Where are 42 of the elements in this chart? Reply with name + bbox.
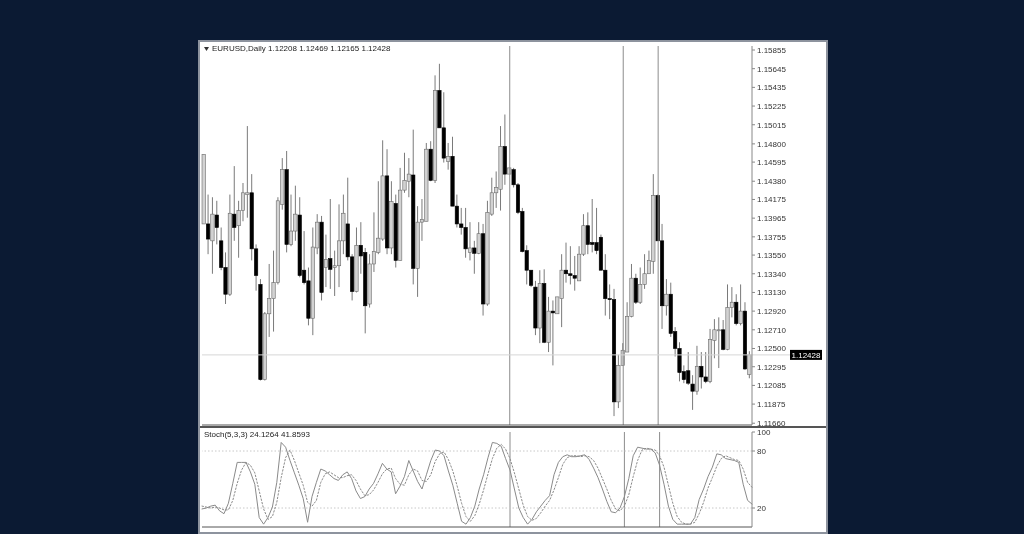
- candlestick: [323, 234, 328, 288]
- y-tick-label: 1.13965: [757, 213, 787, 223]
- candlestick: [699, 351, 704, 390]
- candlestick: [245, 125, 250, 219]
- y-tick-label: 1.13130: [757, 288, 787, 298]
- candlestick: [721, 319, 726, 351]
- y-tick-label: 1.13755: [757, 232, 787, 242]
- y-tick-label: 1.14380: [757, 177, 787, 187]
- candlestick: [206, 194, 211, 255]
- y-tick-label: 1.15435: [757, 83, 787, 93]
- y-tick-label: 1.13340: [757, 269, 787, 279]
- y-tick-label: 1.15645: [757, 64, 787, 74]
- y-tick-label: 1.11875: [757, 399, 786, 409]
- chart-title: EURUSD,Daily 1.12208 1.12469 1.12165 1.12428: [212, 44, 391, 53]
- candlestick: [467, 221, 472, 261]
- candlestick: [214, 200, 219, 245]
- y-tick-label: 1.12710: [757, 325, 787, 335]
- candlestick: [463, 207, 468, 259]
- candlestick: [585, 211, 590, 255]
- y-tick-label: 1.12085: [757, 381, 787, 391]
- y-tick-label: 1.12920: [757, 306, 787, 316]
- candlestick: [446, 142, 451, 171]
- candlestick: [738, 283, 743, 326]
- candlestick: [664, 278, 669, 317]
- y-tick-label: 1.14175: [757, 195, 787, 205]
- y-tick-label: 1.12500: [757, 344, 787, 354]
- candlestick: [550, 299, 555, 366]
- y-tick-label: 100: [757, 427, 771, 437]
- y-tick-label: 1.15225: [757, 101, 787, 111]
- ref-line-label: 1.12428: [791, 350, 822, 360]
- y-tick-label: 1.11660: [757, 419, 786, 429]
- y-tick-label: 20: [757, 503, 767, 513]
- candlestick: [240, 182, 245, 222]
- y-tick-label: 1.15015: [757, 120, 787, 130]
- chart-title: Stoch(5,3,3) 24.1264 41.8593: [204, 430, 310, 439]
- candlestick: [406, 157, 411, 198]
- y-tick-label: 1.15855: [757, 45, 787, 55]
- y-tick-label: 1.14595: [757, 157, 787, 167]
- y-tick-label: 1.14800: [757, 139, 787, 149]
- y-tick-label: 1.12295: [757, 362, 787, 372]
- y-tick-label: 80: [757, 446, 767, 456]
- y-tick-label: 1.13550: [757, 250, 787, 260]
